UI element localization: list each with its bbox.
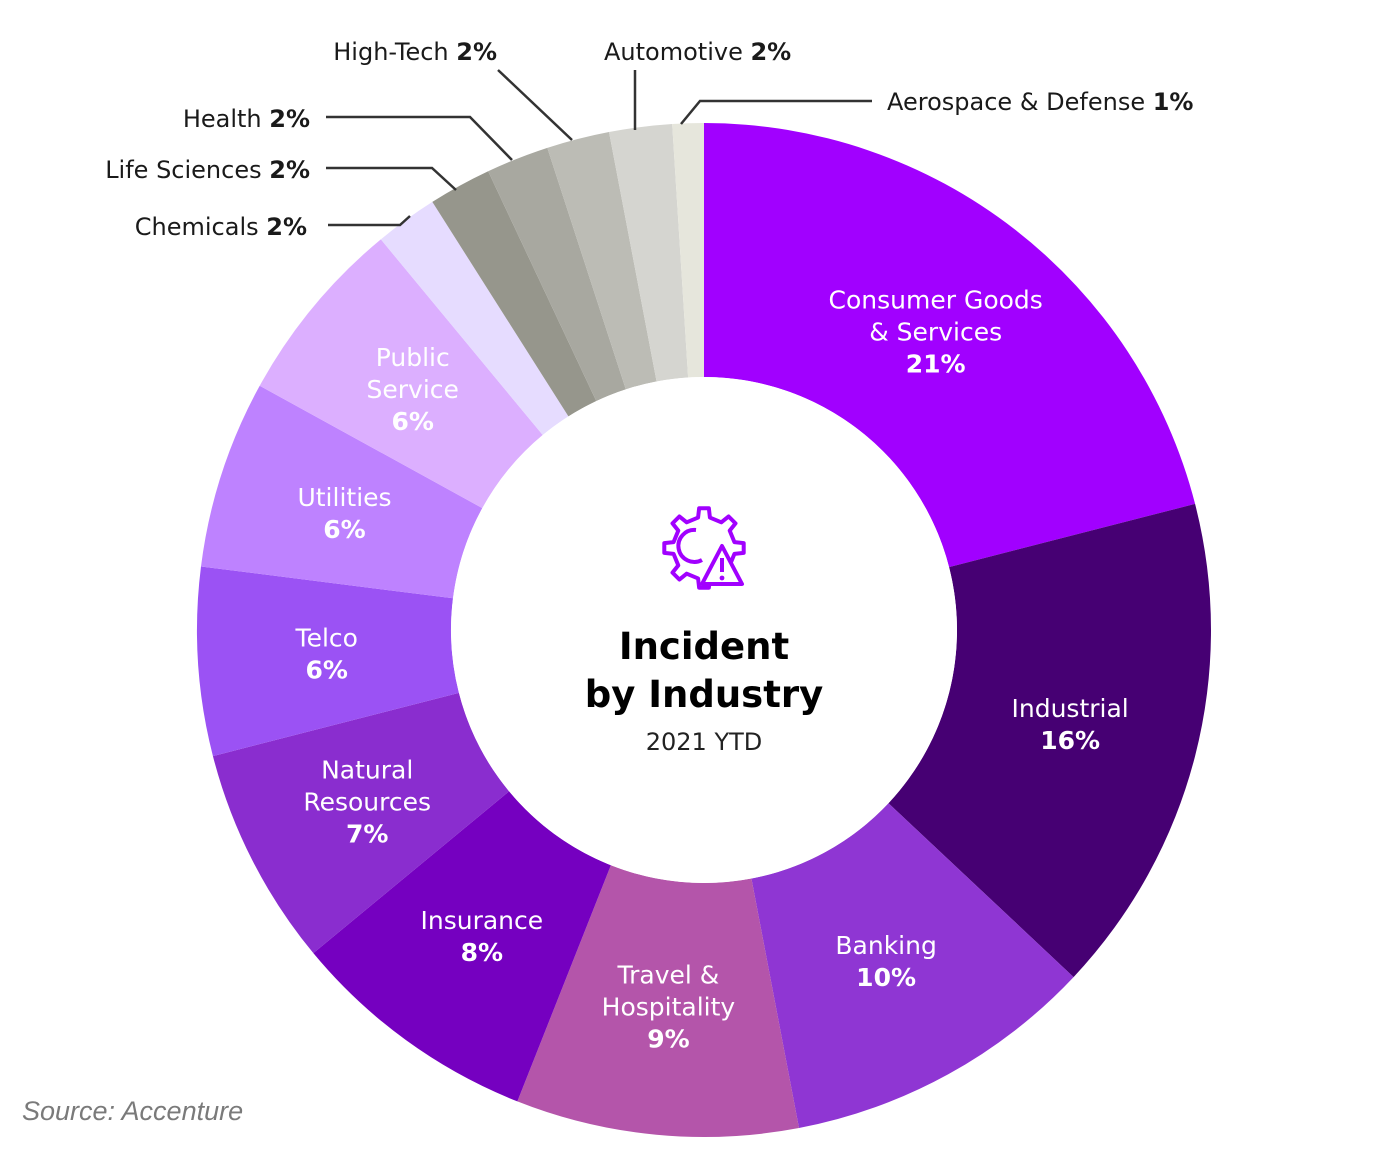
leader-line-chemicals	[328, 215, 411, 227]
slice-name: Life Sciences	[105, 156, 269, 184]
slice-automotive	[608, 124, 689, 382]
slice-utilities	[200, 385, 483, 599]
slice-percent: 8%	[461, 938, 503, 967]
slice-name-line: Resources	[303, 788, 431, 817]
leader-line-aerospace-and-defense	[680, 99, 872, 125]
slice-name-line: Insurance	[420, 906, 543, 935]
slice-label-health: Health 2%	[183, 105, 310, 133]
slice-banking	[751, 803, 1074, 1129]
slice-name-line: Consumer Goods	[829, 285, 1043, 314]
slice-label-high-tech: High-Tech 2%	[333, 38, 497, 66]
slice-percent: 6%	[323, 515, 365, 544]
leader-line-health	[326, 115, 513, 161]
slice-percent: 2%	[456, 38, 497, 66]
slice-consumer-goods-and-services	[704, 123, 1196, 568]
slice-label-banking: Banking 10%	[835, 931, 936, 992]
slice-name: Aerospace & Defense	[887, 88, 1153, 116]
chart-title-line-2: by Industry	[585, 673, 824, 716]
slice-name: Automotive	[604, 38, 750, 66]
slice-name-line: Travel &	[617, 960, 720, 989]
slice-aerospace-and-defense	[672, 123, 704, 378]
slice-health	[488, 147, 626, 402]
slice-telco	[197, 566, 459, 757]
slice-label-industrial: Industrial 16%	[1011, 694, 1128, 755]
slice-chemicals	[380, 201, 569, 436]
slice-percent: 9%	[647, 1024, 689, 1053]
slice-name-line: Banking	[835, 931, 936, 960]
source-caption: Source: Accenture	[22, 1096, 244, 1126]
slice-percent: 2%	[269, 156, 310, 184]
slice-label-utilities: Utilities 6%	[297, 483, 391, 544]
slice-label-travel-and-hospitality: Travel & Hospitality 9%	[602, 960, 736, 1053]
slice-percent: 1%	[1153, 88, 1194, 116]
slice-natural-resources	[212, 692, 510, 954]
slice-name-line: Public	[376, 343, 450, 372]
slice-travel-and-hospitality	[517, 865, 800, 1138]
slice-name: Chemicals	[135, 213, 266, 241]
leader-line-life-sciences	[326, 166, 457, 191]
slice-name-line: Hospitality	[602, 992, 736, 1021]
slice-name-line: Service	[367, 375, 459, 404]
slice-public-service	[259, 239, 543, 509]
slice-industrial	[888, 503, 1211, 978]
donut-hole	[451, 377, 957, 883]
donut-slices	[197, 123, 1211, 1138]
leader-line-high-tech	[497, 69, 573, 141]
slice-label-chemicals: Chemicals 2%	[135, 213, 307, 241]
slice-label-public-service: Public Service 6%	[367, 343, 459, 436]
slice-label-natural-resources: Natural Resources 7%	[303, 756, 431, 849]
slice-percent: 10%	[856, 963, 916, 992]
slice-name-line: Industrial	[1011, 694, 1128, 723]
slice-name-line: & Services	[869, 317, 1002, 346]
chart-subtitle: 2021 YTD	[646, 728, 763, 756]
slice-label-life-sciences: Life Sciences 2%	[105, 156, 310, 184]
slice-high-tech	[547, 131, 657, 390]
slice-label-telco: Telco 6%	[295, 624, 358, 685]
slice-name-line: Telco	[295, 624, 358, 653]
slice-percent: 2%	[269, 105, 310, 133]
chart-title-line-1: Incident	[619, 625, 789, 668]
slice-percent: 7%	[346, 820, 388, 849]
slice-percent: 2%	[266, 213, 307, 241]
slice-labels: Consumer Goods & Services 21% Industrial 16%…	[105, 38, 1193, 1053]
slice-name: High-Tech	[333, 38, 456, 66]
slice-percent: 6%	[306, 656, 348, 685]
slice-name-line: Utilities	[297, 483, 391, 512]
slice-percent: 16%	[1040, 726, 1100, 755]
slice-name: Health	[183, 105, 269, 133]
slice-life-sciences	[432, 171, 597, 417]
leader-lines	[326, 69, 872, 227]
slice-label-insurance: Insurance 8%	[420, 906, 543, 967]
slice-percent: 6%	[392, 407, 434, 436]
slice-name-line: Natural	[321, 756, 413, 785]
slice-percent: 2%	[750, 38, 791, 66]
slice-insurance	[313, 791, 611, 1102]
slice-percent: 21%	[906, 349, 966, 378]
slice-label-aerospace-and-defense: Aerospace & Defense 1%	[887, 88, 1193, 116]
slice-label-automotive: Automotive 2%	[604, 38, 791, 66]
slice-label-consumer-goods-and-services: Consumer Goods & Services 21%	[829, 285, 1043, 378]
gear-warning-icon	[662, 506, 746, 590]
